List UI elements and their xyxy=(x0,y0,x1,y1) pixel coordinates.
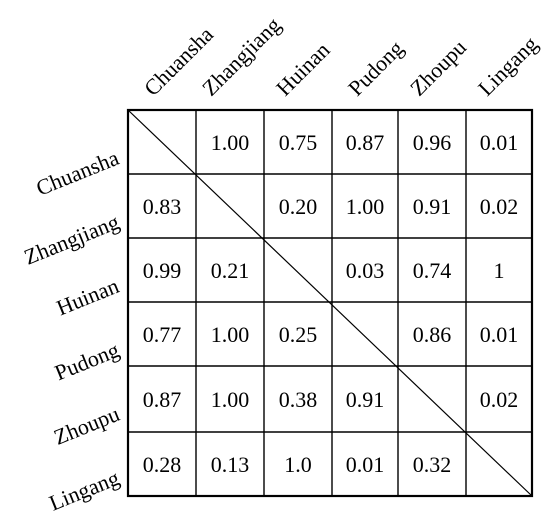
matrix-cell-value: 0.01 xyxy=(480,130,519,155)
grid-border xyxy=(126,108,534,498)
matrix-cell-value: 1.0 xyxy=(284,452,312,477)
matrix-cell-value: 1 xyxy=(494,258,505,283)
matrix-cell-value: 0.74 xyxy=(413,258,452,283)
matrix-cell-value: 0.13 xyxy=(211,452,250,477)
matrix-cell-value: 0.99 xyxy=(143,258,182,283)
matrix-cell-value: 0.01 xyxy=(480,322,519,347)
matrix-grid: 1.00 0.75 0.87 0.96 0.01 0.83 0.20 1.00 0.91 0.02… xyxy=(126,108,534,498)
matrix-cell-value: 0.02 xyxy=(480,387,519,412)
matrix-cell-value: 0.83 xyxy=(143,194,182,219)
matrix-cell-value: 0.91 xyxy=(346,387,385,412)
matrix-cell-value: 0.77 xyxy=(143,322,182,347)
matrix-cell-value: 1.00 xyxy=(211,322,250,347)
matrix-cell-value: 0.25 xyxy=(279,322,318,347)
matrix-cell-value: 0.96 xyxy=(413,130,452,155)
matrix-cell-value: 1.00 xyxy=(346,194,385,219)
matrix-cell-value: 0.91 xyxy=(413,194,452,219)
matrix-cell-value: 0.21 xyxy=(211,258,250,283)
matrix-cell-value: 0.86 xyxy=(413,322,452,347)
matrix-cell-value: 0.87 xyxy=(346,130,385,155)
matrix-cell-value: 0.75 xyxy=(279,130,318,155)
matrix-cell-value: 1.00 xyxy=(211,130,250,155)
matrix-cell-value: 0.20 xyxy=(279,194,318,219)
matrix-cell-value: 1.00 xyxy=(211,387,250,412)
matrix-cell-value: 0.03 xyxy=(346,258,385,283)
matrix-cell-value: 0.01 xyxy=(346,452,385,477)
matrix-cell-value: 0.28 xyxy=(143,452,182,477)
matrix-cell-value: 0.87 xyxy=(143,387,182,412)
matrix-cell-value: 0.02 xyxy=(480,194,519,219)
matrix-cell-value: 0.38 xyxy=(279,387,318,412)
diagonal-line xyxy=(127,109,533,497)
matrix-cell-value: 0.32 xyxy=(413,452,452,477)
